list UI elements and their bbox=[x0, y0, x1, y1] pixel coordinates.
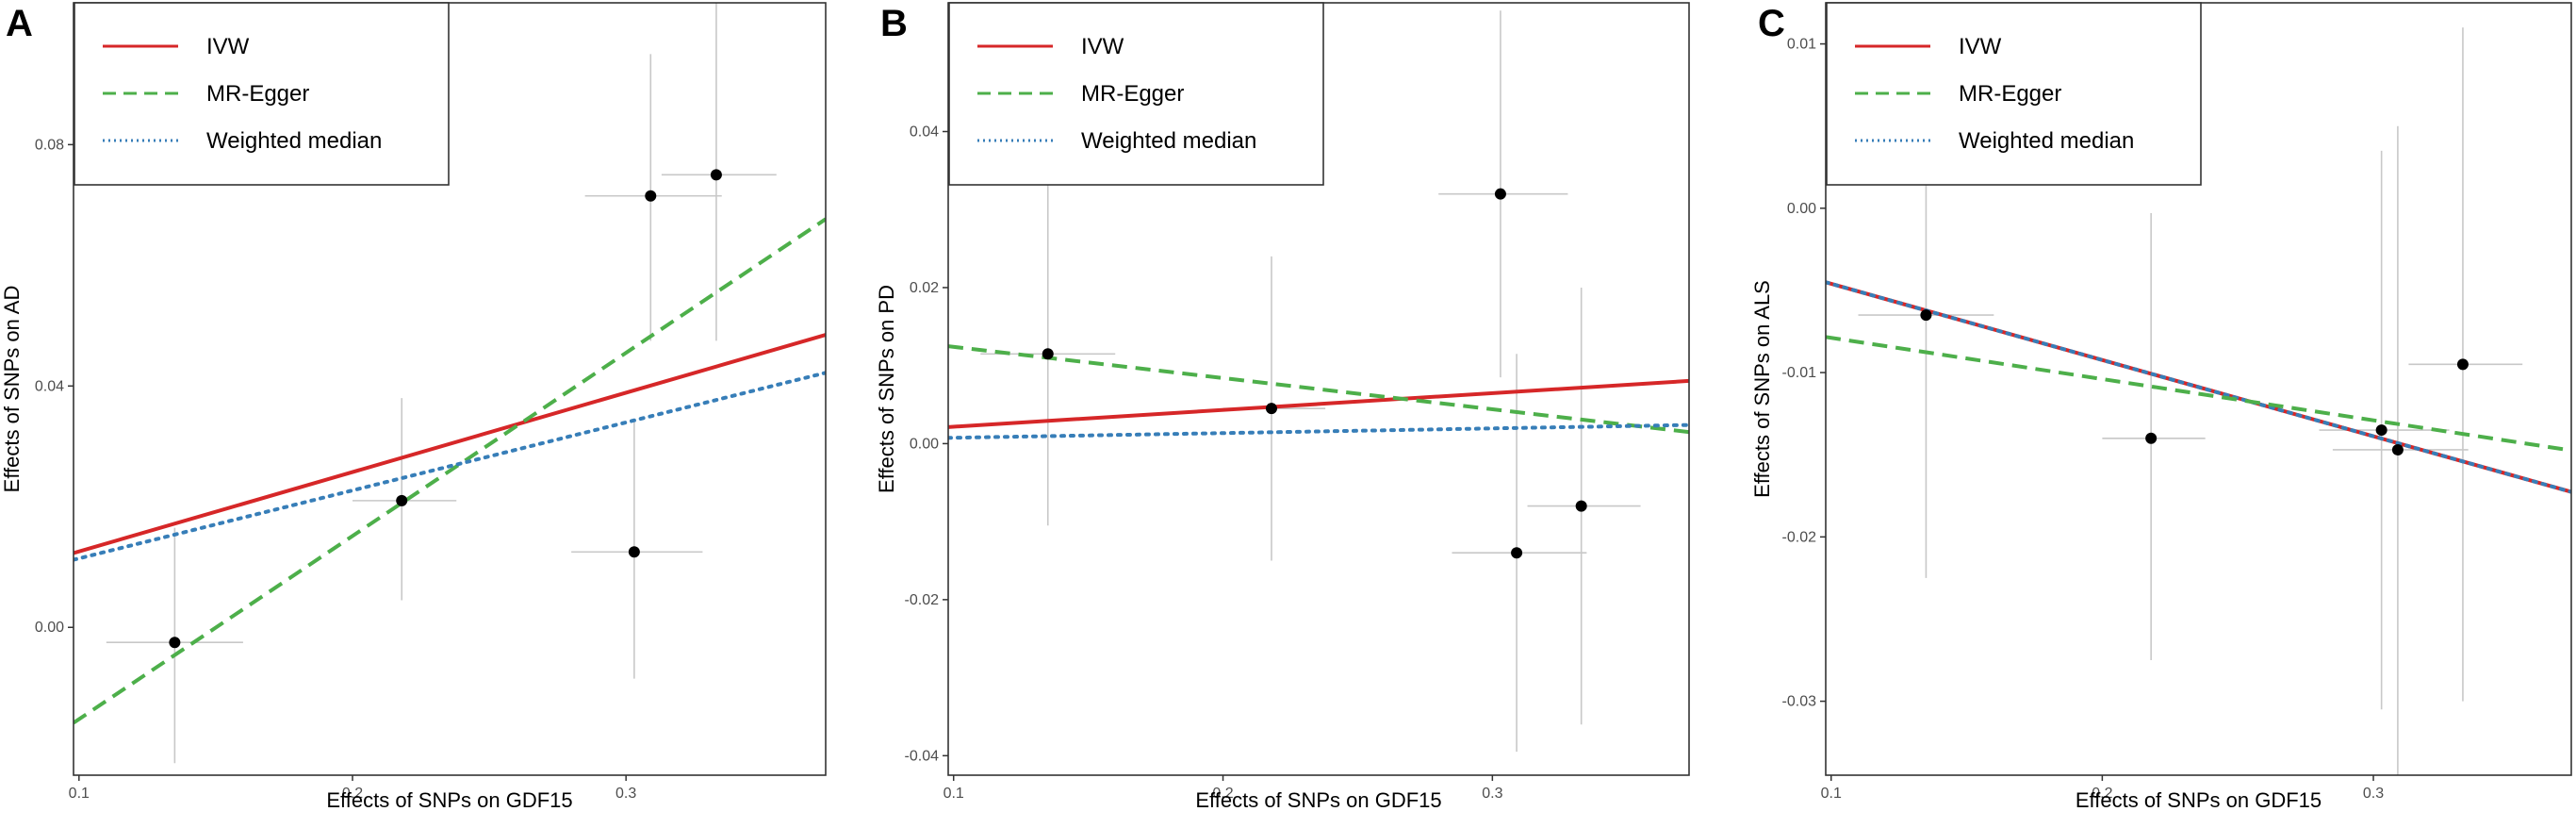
data-point bbox=[169, 637, 181, 649]
data-point bbox=[645, 190, 657, 202]
data-points bbox=[169, 169, 722, 649]
regression-lines bbox=[1826, 280, 2571, 494]
legend-label: MR-Egger bbox=[206, 81, 309, 107]
mr-egger-line bbox=[948, 344, 1689, 435]
plot-frame bbox=[73, 2, 827, 776]
data-point bbox=[710, 169, 722, 181]
panel-c: C -0.03 -0.02 -0.01 0.00 0.01 0.1 0.2 0.3 Effects… bbox=[1750, 2, 2572, 812]
data-points bbox=[1920, 309, 2469, 455]
x-tick-label: 0.1 bbox=[943, 786, 964, 802]
data-points bbox=[1042, 188, 1587, 559]
data-point bbox=[1511, 547, 1523, 559]
panel-letter: C bbox=[1758, 3, 1785, 44]
ivw-line bbox=[74, 333, 826, 555]
data-point bbox=[2391, 443, 2404, 455]
legend-label: Weighted median bbox=[1959, 128, 2134, 154]
legend-box bbox=[74, 2, 450, 186]
data-point bbox=[2145, 432, 2158, 444]
legend: IVW MR-Egger Weighted median bbox=[1826, 2, 2202, 186]
legend-label: IVW bbox=[1959, 34, 2002, 59]
y-axis-label: Effects of SNPs on PD bbox=[875, 285, 898, 493]
legend-label: Weighted median bbox=[206, 128, 382, 154]
legend-label: MR-Egger bbox=[1081, 81, 1184, 107]
data-point bbox=[1042, 348, 1054, 360]
mr-egger-line bbox=[1826, 335, 2571, 453]
y-tick-label: 0.00 bbox=[1787, 201, 1816, 217]
y-tick-label: -0.02 bbox=[1782, 529, 1817, 545]
legend-box bbox=[1826, 2, 2202, 186]
data-point bbox=[1265, 403, 1277, 415]
mr-egger-line bbox=[74, 217, 826, 725]
panel-letter: A bbox=[6, 3, 33, 44]
weighted-median-line bbox=[1826, 280, 2571, 494]
y-axis-label: Effects of SNPs on AD bbox=[0, 286, 24, 493]
legend: IVW MR-Egger Weighted median bbox=[948, 2, 1324, 186]
x-axis-label: Effects of SNPs on GDF15 bbox=[1195, 788, 1441, 812]
data-point bbox=[1920, 309, 1932, 322]
y-tick-label: -0.01 bbox=[1782, 365, 1817, 381]
x-tick-label: 0.3 bbox=[615, 786, 636, 802]
x-tick-label: 0.1 bbox=[1821, 786, 1842, 802]
regression-lines bbox=[74, 217, 826, 725]
x-tick-label: 0.3 bbox=[1482, 786, 1502, 802]
data-point bbox=[1494, 188, 1506, 200]
legend-label: MR-Egger bbox=[1959, 81, 2061, 107]
x-tick-label: 0.2 bbox=[1212, 786, 1233, 802]
y-tick-label: 0.02 bbox=[910, 280, 939, 296]
x-tick-label: 0.1 bbox=[69, 786, 90, 802]
data-point bbox=[396, 494, 408, 506]
x-axis-label: Effects of SNPs on GDF15 bbox=[2076, 788, 2322, 812]
data-point bbox=[628, 546, 640, 558]
panel-letter: B bbox=[880, 3, 908, 44]
panel-b: B -0.04 -0.02 0.00 0.02 0.04 0.1 0.2 0.3 Effects … bbox=[875, 2, 1690, 812]
y-tick-label: -0.03 bbox=[1782, 694, 1817, 710]
legend-box bbox=[948, 2, 1324, 186]
y-tick-label: 0.00 bbox=[910, 436, 939, 452]
data-point bbox=[2456, 358, 2469, 371]
ivw-line bbox=[948, 378, 1689, 429]
x-tick-label: 0.3 bbox=[2363, 786, 2384, 802]
x-tick-label: 0.2 bbox=[342, 786, 363, 802]
x-axis-label: Effects of SNPs on GDF15 bbox=[326, 788, 572, 812]
y-tick-label: 0.08 bbox=[35, 137, 64, 153]
y-tick-label: -0.02 bbox=[905, 592, 940, 608]
y-tick-label: 0.04 bbox=[910, 124, 939, 141]
weighted-median-line bbox=[74, 371, 826, 562]
legend-label: IVW bbox=[1081, 34, 1124, 59]
data-point bbox=[2375, 424, 2387, 437]
weighted-median-line bbox=[948, 422, 1689, 440]
data-point bbox=[1575, 500, 1587, 512]
y-tick-label: 0.04 bbox=[35, 378, 64, 394]
regression-lines bbox=[948, 344, 1689, 440]
legend-label: IVW bbox=[206, 34, 250, 59]
y-tick-label: 0.00 bbox=[35, 620, 64, 636]
y-tick-label: -0.04 bbox=[905, 748, 940, 764]
x-tick-label: 0.2 bbox=[2092, 786, 2112, 802]
panel-a: A 0.00 0.04 0.08 0.1 0.2 0.3 Effects of SNPs on… bbox=[0, 2, 827, 812]
y-axis-label: Effects of SNPs on ALS bbox=[1750, 280, 1774, 498]
legend: IVW MR-Egger Weighted median bbox=[74, 2, 450, 186]
legend-label: Weighted median bbox=[1081, 128, 1256, 154]
y-tick-label: 0.01 bbox=[1787, 37, 1816, 53]
